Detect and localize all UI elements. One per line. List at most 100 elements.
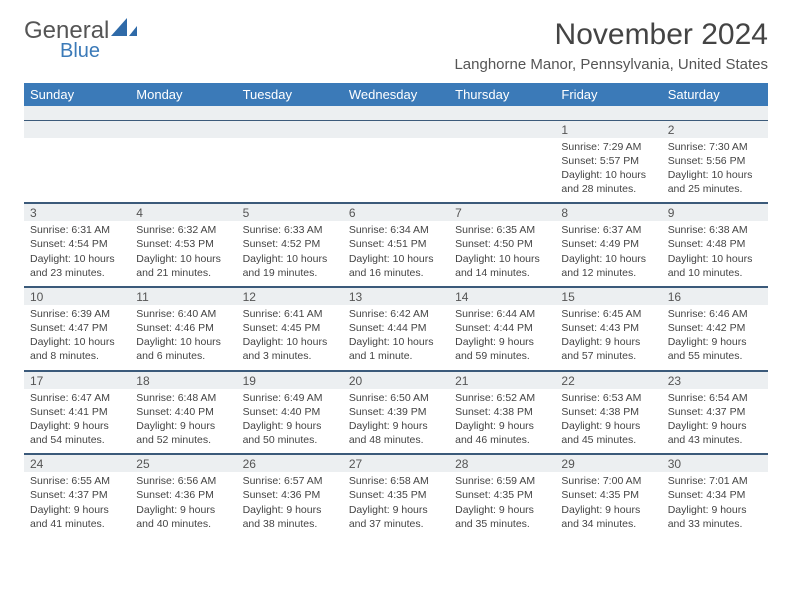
date-cell: Sunrise: 6:58 AMSunset: 4:35 PMDaylight:… [343, 472, 449, 537]
sunrise-text: Sunrise: 6:54 AM [668, 391, 762, 405]
daylight1-text: Daylight: 9 hours [561, 503, 655, 517]
sunset-text: Sunset: 4:37 PM [668, 405, 762, 419]
sunset-text: Sunset: 4:35 PM [349, 488, 443, 502]
daylight2-text: and 10 minutes. [668, 266, 762, 280]
daylight1-text: Daylight: 10 hours [349, 252, 443, 266]
sunset-text: Sunset: 4:36 PM [136, 488, 230, 502]
daylight2-text: and 40 minutes. [136, 517, 230, 531]
date-number: 29 [555, 454, 661, 472]
date-cell: Sunrise: 6:39 AMSunset: 4:47 PMDaylight:… [24, 305, 130, 371]
date-data-row: Sunrise: 6:39 AMSunset: 4:47 PMDaylight:… [24, 305, 768, 371]
sunset-text: Sunset: 4:45 PM [243, 321, 337, 335]
daylight2-text: and 43 minutes. [668, 433, 762, 447]
date-number-row: 10111213141516 [24, 287, 768, 305]
sunset-text: Sunset: 5:57 PM [561, 154, 655, 168]
date-number: 1 [555, 120, 661, 138]
date-cell: Sunrise: 6:50 AMSunset: 4:39 PMDaylight:… [343, 389, 449, 455]
sunrise-text: Sunrise: 6:42 AM [349, 307, 443, 321]
sunrise-text: Sunrise: 6:52 AM [455, 391, 549, 405]
sunrise-text: Sunrise: 6:47 AM [30, 391, 124, 405]
date-number: 26 [237, 454, 343, 472]
sunset-text: Sunset: 4:40 PM [136, 405, 230, 419]
daylight2-text: and 19 minutes. [243, 266, 337, 280]
daylight1-text: Daylight: 9 hours [243, 503, 337, 517]
date-cell: Sunrise: 6:53 AMSunset: 4:38 PMDaylight:… [555, 389, 661, 455]
date-data-row: Sunrise: 7:29 AMSunset: 5:57 PMDaylight:… [24, 138, 768, 204]
sunrise-text: Sunrise: 6:58 AM [349, 474, 443, 488]
date-number: 20 [343, 371, 449, 389]
sunset-text: Sunset: 4:42 PM [668, 321, 762, 335]
sunset-text: Sunset: 4:35 PM [455, 488, 549, 502]
daylight1-text: Daylight: 10 hours [30, 335, 124, 349]
date-number [130, 120, 236, 138]
sunrise-text: Sunrise: 6:38 AM [668, 223, 762, 237]
day-header: Tuesday [237, 83, 343, 106]
logo: General Blue [24, 18, 137, 61]
sunrise-text: Sunrise: 6:44 AM [455, 307, 549, 321]
date-number [24, 120, 130, 138]
date-number: 30 [662, 454, 768, 472]
date-number: 11 [130, 287, 236, 305]
daylight1-text: Daylight: 9 hours [136, 419, 230, 433]
sunrise-text: Sunrise: 6:50 AM [349, 391, 443, 405]
daylight2-text: and 52 minutes. [136, 433, 230, 447]
sunrise-text: Sunrise: 7:29 AM [561, 140, 655, 154]
sunrise-text: Sunrise: 6:53 AM [561, 391, 655, 405]
daylight2-text: and 45 minutes. [561, 433, 655, 447]
date-cell: Sunrise: 6:46 AMSunset: 4:42 PMDaylight:… [662, 305, 768, 371]
daylight1-text: Daylight: 10 hours [561, 168, 655, 182]
daylight1-text: Daylight: 9 hours [668, 503, 762, 517]
daylight2-text: and 41 minutes. [30, 517, 124, 531]
sunrise-text: Sunrise: 6:48 AM [136, 391, 230, 405]
date-number: 3 [24, 203, 130, 221]
daylight2-text: and 25 minutes. [668, 182, 762, 196]
sunrise-text: Sunrise: 6:46 AM [668, 307, 762, 321]
daylight2-text: and 6 minutes. [136, 349, 230, 363]
date-data-row: Sunrise: 6:47 AMSunset: 4:41 PMDaylight:… [24, 389, 768, 455]
day-header: Wednesday [343, 83, 449, 106]
date-cell: Sunrise: 6:33 AMSunset: 4:52 PMDaylight:… [237, 221, 343, 287]
daylight1-text: Daylight: 9 hours [561, 419, 655, 433]
date-cell [449, 138, 555, 204]
date-number [237, 120, 343, 138]
date-number: 21 [449, 371, 555, 389]
date-cell: Sunrise: 6:37 AMSunset: 4:49 PMDaylight:… [555, 221, 661, 287]
daylight1-text: Daylight: 10 hours [668, 168, 762, 182]
daylight2-text: and 14 minutes. [455, 266, 549, 280]
date-cell: Sunrise: 6:59 AMSunset: 4:35 PMDaylight:… [449, 472, 555, 537]
sunrise-text: Sunrise: 6:40 AM [136, 307, 230, 321]
daylight1-text: Daylight: 9 hours [30, 419, 124, 433]
date-number: 19 [237, 371, 343, 389]
day-header-row: Sunday Monday Tuesday Wednesday Thursday… [24, 83, 768, 106]
sunset-text: Sunset: 4:46 PM [136, 321, 230, 335]
date-cell: Sunrise: 7:30 AMSunset: 5:56 PMDaylight:… [662, 138, 768, 204]
daylight1-text: Daylight: 9 hours [243, 419, 337, 433]
sunrise-text: Sunrise: 6:31 AM [30, 223, 124, 237]
header: General Blue November 2024 Langhorne Man… [24, 18, 768, 73]
date-cell: Sunrise: 6:40 AMSunset: 4:46 PMDaylight:… [130, 305, 236, 371]
date-number [343, 120, 449, 138]
date-cell [24, 138, 130, 204]
sunrise-text: Sunrise: 7:00 AM [561, 474, 655, 488]
date-number [449, 120, 555, 138]
daylight2-text: and 33 minutes. [668, 517, 762, 531]
sunrise-text: Sunrise: 6:37 AM [561, 223, 655, 237]
sunset-text: Sunset: 4:38 PM [455, 405, 549, 419]
day-header: Friday [555, 83, 661, 106]
logo-text-bottom: Blue [60, 41, 137, 61]
date-number: 25 [130, 454, 236, 472]
date-number: 23 [662, 371, 768, 389]
month-title: November 2024 [454, 18, 768, 52]
title-block: November 2024 Langhorne Manor, Pennsylva… [454, 18, 768, 73]
date-data-row: Sunrise: 6:55 AMSunset: 4:37 PMDaylight:… [24, 472, 768, 537]
sunrise-text: Sunrise: 6:41 AM [243, 307, 337, 321]
date-number: 6 [343, 203, 449, 221]
date-cell: Sunrise: 6:55 AMSunset: 4:37 PMDaylight:… [24, 472, 130, 537]
calendar-table: Sunday Monday Tuesday Wednesday Thursday… [24, 83, 768, 537]
date-cell: Sunrise: 6:54 AMSunset: 4:37 PMDaylight:… [662, 389, 768, 455]
date-number: 2 [662, 120, 768, 138]
daylight2-text: and 16 minutes. [349, 266, 443, 280]
sunset-text: Sunset: 4:43 PM [561, 321, 655, 335]
sunrise-text: Sunrise: 7:30 AM [668, 140, 762, 154]
daylight2-text: and 28 minutes. [561, 182, 655, 196]
